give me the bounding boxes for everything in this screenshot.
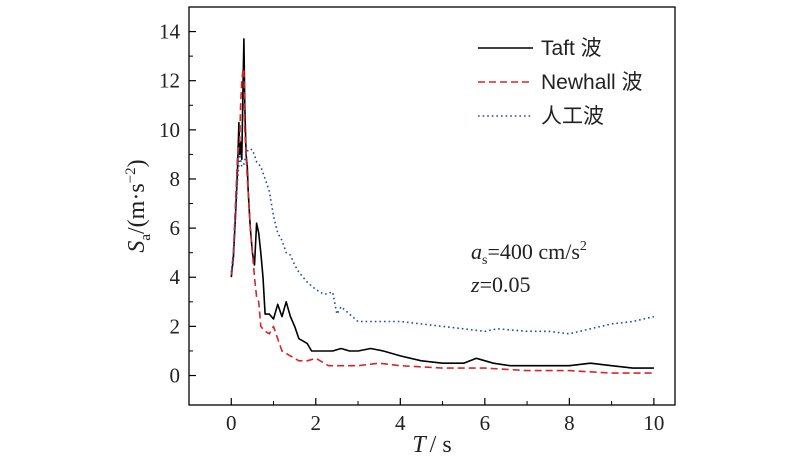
legend-label-taft: Taft 波: [541, 37, 602, 60]
legend: Taft 波 Newhall 波 人工波: [478, 37, 643, 128]
legend-label-artificial: 人工波: [541, 105, 604, 128]
legend-label-newhall: Newhall 波: [541, 71, 643, 94]
y-tick-label: 6: [170, 216, 181, 240]
series-group: [230, 38, 655, 374]
x-tick-label: 0: [226, 411, 237, 435]
y-tick-label: 4: [170, 265, 181, 289]
x-tick-label: 6: [480, 411, 491, 435]
annotation-as: as=400 cm/s2: [471, 239, 587, 268]
x-axis-label: T / s: [412, 432, 451, 458]
y-axis-label: Sa/(m·s−2): [123, 159, 154, 252]
y-tick-label: 10: [159, 118, 180, 142]
y-tick-label: 0: [170, 364, 181, 388]
x-tick-label: 2: [311, 411, 322, 435]
y-tick-label: 14: [159, 20, 181, 44]
tick-label-group: 0 2 4 6 8 10 0 2 4 6 8 10 12 14: [159, 20, 664, 435]
series-line-0: [230, 38, 654, 369]
series-line-1: [230, 67, 654, 374]
series-line-2: [230, 148, 655, 335]
y-tick-label: 12: [159, 69, 180, 93]
tick-group: [188, 30, 655, 405]
y-tick-label: 8: [170, 167, 181, 191]
annotation-z: z=0.05: [470, 272, 530, 297]
x-tick-label: 10: [643, 411, 664, 435]
x-tick-label: 4: [395, 411, 406, 435]
x-tick-label: 8: [564, 411, 575, 435]
plot-frame: [188, 6, 676, 406]
y-tick-label: 2: [170, 314, 181, 338]
